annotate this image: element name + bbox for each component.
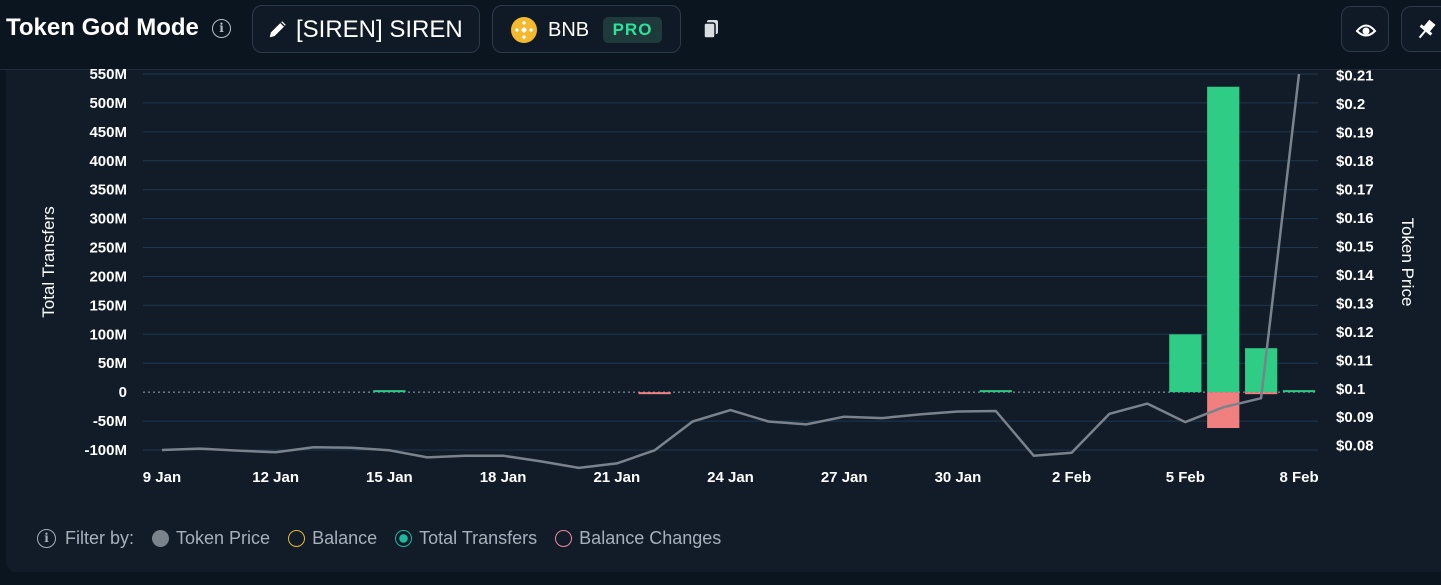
top-bar: Token God Mode i [SIREN] SIREN BNB PRO <box>0 0 1441 70</box>
legend-token-price[interactable]: Token Price <box>152 528 270 549</box>
chart-panel <box>6 70 1441 572</box>
transfer-bar <box>1169 334 1202 393</box>
x-tick-label: 8 Feb <box>1279 469 1318 486</box>
watch-button[interactable] <box>1341 6 1389 52</box>
token-price-dot-icon <box>152 529 170 547</box>
transfer-bar <box>979 390 1012 393</box>
balance-dot-icon <box>288 529 306 547</box>
right-tick-label: $0.08 <box>1336 438 1374 455</box>
x-tick-label: 30 Jan <box>935 469 982 486</box>
right-tick-label: $0.11 <box>1336 352 1373 369</box>
legend-total-transfers[interactable]: Total Transfers <box>395 528 537 549</box>
copy-icon[interactable] <box>703 19 719 39</box>
left-axis-title: Total Transfers <box>39 206 58 318</box>
pin-icon <box>1418 19 1436 39</box>
right-tick-label: $0.2 <box>1336 96 1365 113</box>
right-tick-label: $0.18 <box>1336 153 1374 170</box>
x-tick-label: 12 Jan <box>252 469 299 486</box>
transfer-bar <box>1207 86 1240 393</box>
left-tick-label: 250M <box>89 240 127 257</box>
chain-selector[interactable]: BNB PRO <box>492 5 681 53</box>
balance-change-bar <box>638 392 671 395</box>
legend: i Filter by: Token Price Balance Total T… <box>37 527 721 549</box>
token-selector[interactable]: [SIREN] SIREN <box>252 5 480 53</box>
left-tick-label: 550M <box>89 66 127 83</box>
right-tick-label: $0.21 <box>1336 67 1374 84</box>
x-tick-label: 18 Jan <box>480 469 527 486</box>
right-tick-label: $0.17 <box>1336 181 1374 198</box>
bnb-logo-icon <box>511 17 537 43</box>
filter-label: Filter by: <box>65 527 135 548</box>
transfer-bar <box>373 390 406 393</box>
transfer-bar <box>1245 348 1278 393</box>
eye-icon <box>1355 24 1377 37</box>
filter-info-icon[interactable]: i <box>37 528 56 548</box>
left-tick-label: 400M <box>89 153 127 170</box>
transfer-bar <box>1282 390 1316 393</box>
left-tick-label: 100M <box>89 326 127 343</box>
legend-balance[interactable]: Balance <box>288 528 377 549</box>
x-tick-label: 5 Feb <box>1166 469 1205 486</box>
left-tick-label: 150M <box>89 297 127 314</box>
x-tick-label: 9 Jan <box>143 469 181 486</box>
total-transfers-dot-icon <box>395 529 413 547</box>
balance-change-bar <box>1207 392 1240 429</box>
left-tick-label: 0 <box>119 384 127 401</box>
right-tick-label: $0.14 <box>1336 267 1374 284</box>
legend-label: Balance <box>312 527 378 548</box>
pin-button[interactable] <box>1401 6 1441 52</box>
right-axis-title: Token Price <box>1398 218 1417 307</box>
left-tick-label: -100M <box>84 442 127 459</box>
right-tick-label: $0.12 <box>1336 324 1374 341</box>
legend-balance-changes[interactable]: Balance Changes <box>555 528 721 549</box>
legend-label: Balance Changes <box>579 527 722 548</box>
right-tick-label: $0.1 <box>1336 381 1365 398</box>
right-tick-label: $0.16 <box>1336 210 1374 227</box>
left-tick-label: 500M <box>89 95 127 112</box>
token-label: [SIREN] SIREN <box>296 16 463 43</box>
legend-label: Token Price <box>176 527 271 548</box>
x-tick-label: 15 Jan <box>366 469 413 486</box>
chain-label: BNB <box>548 19 590 41</box>
pencil-icon <box>269 21 286 38</box>
right-tick-label: $0.15 <box>1336 238 1374 255</box>
transfers-price-chart: -100M -50M 0 50M 100M 150M 200M 250M 300M 350M 400… <box>39 66 1417 486</box>
left-tick-label: 350M <box>89 182 127 199</box>
x-tick-label: 27 Jan <box>821 469 868 486</box>
x-tick-label: 21 Jan <box>593 469 640 486</box>
right-tick-label: $0.09 <box>1336 409 1374 426</box>
left-tick-label: 450M <box>89 124 127 141</box>
left-tick-label: 300M <box>89 211 127 228</box>
info-icon[interactable]: i <box>212 19 231 38</box>
left-tick-label: -50M <box>93 413 127 430</box>
left-tick-label: 50M <box>98 355 127 372</box>
x-tick-label: 2 Feb <box>1052 469 1091 486</box>
page-title: Token God Mode <box>6 14 199 41</box>
legend-label: Total Transfers <box>419 527 538 548</box>
left-tick-label: 200M <box>89 268 127 285</box>
pro-badge: PRO <box>603 17 662 43</box>
token-price-line <box>161 73 1301 470</box>
right-tick-label: $0.13 <box>1336 295 1374 312</box>
x-tick-label: 24 Jan <box>707 469 754 486</box>
right-tick-label: $0.19 <box>1336 124 1374 141</box>
balance-changes-dot-icon <box>555 529 573 547</box>
